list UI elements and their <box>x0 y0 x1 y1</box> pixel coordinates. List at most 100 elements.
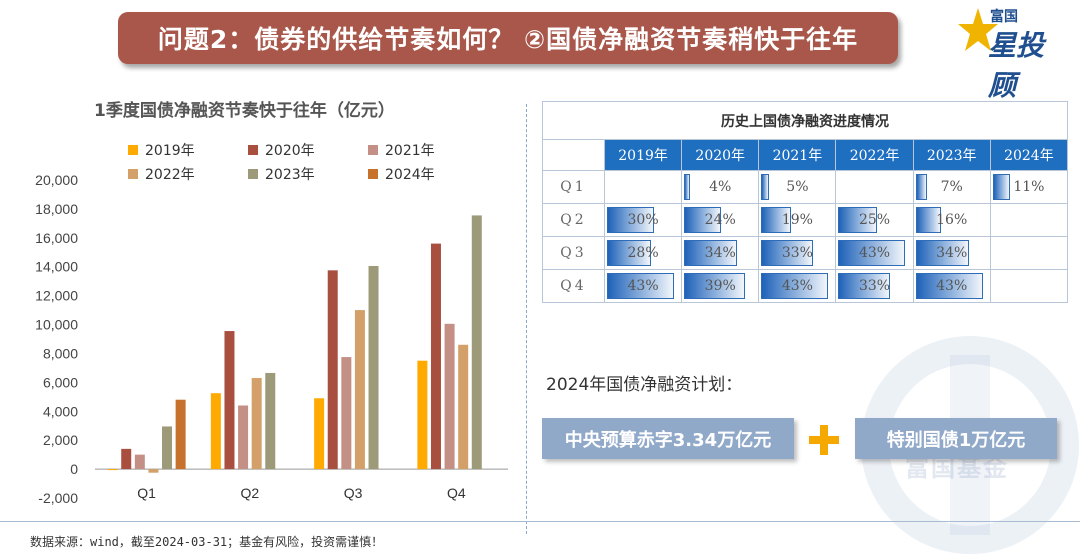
table-cell: 43% <box>912 269 991 303</box>
y-tick-label: 14,000 <box>35 259 78 275</box>
table-cell: 24% <box>681 203 760 237</box>
legend-swatch <box>368 145 378 155</box>
bar <box>341 357 352 470</box>
bar <box>148 469 159 473</box>
table-header-cell: 2019年 <box>603 139 683 171</box>
plus-icon <box>809 425 839 455</box>
bar <box>251 378 262 470</box>
table-cell: 19% <box>758 203 837 237</box>
progress-bar <box>761 273 829 299</box>
table-cell: 33% <box>835 269 914 303</box>
table-header-cell: 2020年 <box>681 139 760 171</box>
table-cell <box>603 170 683 204</box>
bar <box>458 344 469 470</box>
table-cell-value: 11% <box>1013 179 1045 195</box>
table-cell: 34% <box>681 236 760 270</box>
table-cell: 5% <box>758 170 837 204</box>
table-cell-value: 33% <box>858 278 891 294</box>
table-cell <box>835 170 914 204</box>
table-cell-value: 24% <box>704 212 736 228</box>
bar <box>121 448 132 470</box>
bar <box>107 469 118 471</box>
table-cell-value <box>991 237 1067 269</box>
legend-label: 2024年 <box>385 167 435 183</box>
bar <box>354 310 365 470</box>
bar <box>430 243 441 470</box>
progress-bar <box>761 174 770 200</box>
table-cell: 30% <box>603 203 683 237</box>
progress-bar <box>684 240 738 266</box>
y-tick-label: -2,000 <box>38 490 78 506</box>
progress-bar <box>838 207 878 233</box>
table-row-label: Q1 <box>542 170 605 204</box>
table-header-cell: 2022年 <box>835 139 914 171</box>
table-cell-value: 4% <box>709 179 732 195</box>
legend-swatch <box>368 169 378 179</box>
legend-swatch <box>248 145 258 155</box>
table-caption: 历史上国债净融资进度情况 <box>542 101 1068 140</box>
table-row: Q2 30% 24% 19% 25% 16% <box>542 203 1069 237</box>
table-cell: 34% <box>912 236 991 270</box>
table-cell-value: 19% <box>781 212 813 228</box>
progress-bar <box>761 207 791 233</box>
table-header-cell: 2021年 <box>758 139 837 171</box>
x-tick-label: Q1 <box>137 485 156 501</box>
table-header-row: 2019年 2020年 2021年 2022年 2023年 2024年 <box>542 139 1069 171</box>
table-row-label: Q3 <box>542 236 605 270</box>
table-row-label: Q4 <box>542 269 605 303</box>
bar <box>224 331 235 470</box>
bar <box>471 215 482 470</box>
table-cell-value: 30% <box>627 212 659 228</box>
progress-bar <box>838 273 890 299</box>
table-cell: 16% <box>912 203 991 237</box>
table-cell-value: 43% <box>936 278 968 294</box>
table-cell: 4% <box>681 170 760 204</box>
x-tick-label: Q4 <box>447 485 466 501</box>
logo-top-text: 富国 <box>990 9 1018 25</box>
legend-label: 2022年 <box>145 167 195 183</box>
y-tick-label: 12,000 <box>35 288 78 304</box>
table-cell-value: 25% <box>858 212 891 228</box>
bar <box>175 399 186 470</box>
table-cell: 7% <box>912 170 991 204</box>
y-tick-label: 2,000 <box>43 432 78 448</box>
table-caption-row: 历史上国债净融资进度情况 <box>542 101 1068 140</box>
legend-swatch <box>128 145 138 155</box>
table-cell-value <box>836 171 912 203</box>
table-cell: 43% <box>835 236 914 270</box>
bar <box>327 270 338 470</box>
progress-bar <box>915 240 969 266</box>
progress-bar <box>992 174 1010 200</box>
table-cell-value: 7% <box>940 179 963 195</box>
legend-label: 2019年 <box>145 143 195 159</box>
table-cell-value: 5% <box>786 179 809 195</box>
table-row-label: Q2 <box>542 203 605 237</box>
table-cell-value: 28% <box>627 245 659 261</box>
progress-bar <box>684 273 745 299</box>
table-cell: 39% <box>681 269 760 303</box>
table-row: Q4 43% 39% 43% 33% 43% <box>542 269 1069 303</box>
table-cell-value: 43% <box>627 278 659 294</box>
y-tick-label: 4,000 <box>43 403 78 419</box>
progress-bar <box>761 240 813 266</box>
y-tick-label: 16,000 <box>35 230 78 246</box>
footer-source-text: 数据来源：wind，截至2024-03-31；基金有风险，投资需谨慎！ <box>30 535 384 549</box>
bar <box>238 405 249 470</box>
bar <box>134 454 145 470</box>
table-cell-value: 43% <box>781 278 813 294</box>
bar <box>444 323 455 470</box>
legend-label: 2021年 <box>385 143 435 159</box>
bar <box>210 393 221 470</box>
bar <box>162 426 173 470</box>
progress-bar <box>684 207 722 233</box>
bar <box>265 372 276 470</box>
page-title: 问题2：债券的供给节奏如何？ ②国债净融资节奏稍快于往年 <box>118 12 898 64</box>
logo-bottom-text: 星投顾 <box>988 29 1045 102</box>
progress-bar <box>684 174 691 200</box>
legend-label: 2023年 <box>265 167 315 183</box>
table-corner-cell <box>542 139 605 171</box>
table-cell: 43% <box>758 269 837 303</box>
plan-special-bond-box: 特别国债1万亿元 <box>855 418 1057 459</box>
table-cell: 25% <box>835 203 914 237</box>
table-cell-value <box>605 171 681 203</box>
